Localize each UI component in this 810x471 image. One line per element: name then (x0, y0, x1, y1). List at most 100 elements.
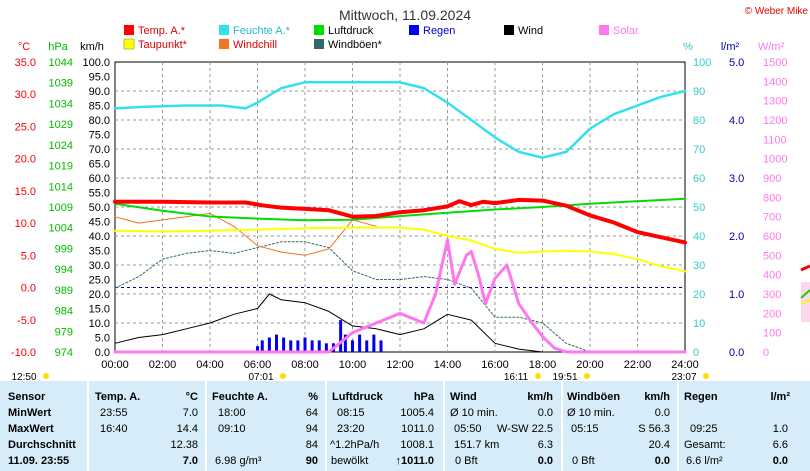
series-windchill-line (114, 212, 377, 256)
header-sensor: Sensor (8, 391, 46, 403)
pressure-value: 1011.0 (401, 423, 434, 435)
chart-title: Mittwoch, 11.09.2024 (339, 7, 471, 23)
header-wind-unit: km/h (527, 391, 553, 403)
wind-tick-label: 60.0 (89, 173, 110, 185)
wind-tick-label: 75.0 (89, 130, 110, 142)
x-tick-label: 18:00 (529, 359, 557, 371)
stats-header-row: Sensor Temp. A. °C Feuchte A. % Luftdruc… (0, 389, 810, 406)
pressure-tick-label: 974 (55, 347, 73, 359)
wind-tick-label: 100.0 (82, 57, 110, 69)
wind-tick-label: 5.0 (95, 333, 110, 345)
series-layer (113, 81, 687, 354)
series-solar-line (113, 238, 687, 354)
sun-icon (584, 373, 590, 379)
rain-bar (339, 320, 343, 352)
temp-tick-label: -5.0 (17, 315, 36, 327)
row-label: MaxWert (8, 423, 54, 435)
rain-tick-label: 4.0 (729, 115, 744, 127)
temp-tick-label: -10.0 (11, 347, 36, 359)
stats-row-current: 11.09. 23:55 7.0 6.98 g/m³ 90 bewölkt ↑1… (0, 453, 810, 470)
humidity-unit-label: % (683, 41, 693, 53)
rain-bar (324, 343, 328, 352)
temp-tick-label: 30.0 (15, 89, 36, 101)
header-gust: Windböen (567, 391, 621, 403)
temp-value: 12.38 (170, 439, 198, 451)
temp-tick-label: 15.0 (15, 186, 36, 198)
pressure-tick-label: 979 (55, 326, 73, 338)
x-tick-label: 06:00 (244, 359, 272, 371)
solar-tick-label: 400 (763, 270, 781, 282)
sun-icon (535, 373, 541, 379)
temp-time: 23:55 (100, 407, 128, 419)
wind-unit-label: km/h (80, 41, 104, 53)
legend-label: Temp. A.* (138, 25, 186, 37)
legend-label: Windchill (233, 39, 277, 51)
wind-time: Ø 10 min. (450, 407, 498, 419)
solar-tick-label: 1000 (763, 154, 787, 166)
solar-tick-label: 300 (763, 289, 781, 301)
abs-humidity: 6.98 g/m³ (215, 455, 262, 467)
x-tick-label: 04:00 (196, 359, 224, 371)
pressure-tick-label: 1009 (49, 202, 73, 214)
pressure-value: ↑1011.0 (395, 455, 434, 467)
x-tick-label: 24:00 (671, 359, 699, 371)
header-humidity-unit: % (308, 391, 318, 403)
wind-bft: 0 Bft (455, 455, 478, 467)
legend-swatch (504, 25, 514, 35)
series-temp-a-line (113, 197, 687, 245)
series-wind-line (114, 293, 686, 353)
wind-time: 05:50 (454, 423, 482, 435)
humidity-tick-label: 50 (693, 202, 705, 214)
humidity-tick-label: 30 (693, 260, 705, 272)
wind-tick-label: 55.0 (89, 188, 110, 200)
wind-tick-label: 20.0 (89, 289, 110, 301)
rain-value: 0.0 (772, 455, 788, 467)
sun-time-label: 23:07 (671, 372, 696, 381)
humidity-tick-label: 60 (693, 173, 705, 185)
wind-tick-label: 85.0 (89, 101, 110, 113)
rain-tick-label: 5.0 (729, 57, 744, 69)
gust-bft: 0 Bft (572, 455, 595, 467)
header-rain-unit: l/m² (770, 391, 790, 403)
solar-tick-label: 1100 (763, 134, 787, 146)
temp-time: 16:40 (100, 423, 128, 435)
weather-chart: Mittwoch, 11.09.2024 © Weber Mike Temp. … (11, 6, 810, 381)
pressure-tick-label: 1024 (49, 140, 73, 152)
humidity-tick-label: 100 (693, 57, 711, 69)
gust-value: 0.0 (654, 407, 670, 419)
solar-tick-label: 1200 (763, 115, 787, 127)
legend-label: Feuchte A.* (233, 25, 291, 37)
pressure-value: 1008.1 (400, 439, 434, 451)
solar-tick-label: 200 (763, 308, 781, 320)
series-taupunkt-line (114, 226, 686, 273)
header-rain: Regen (684, 391, 718, 403)
x-tick-label: 08:00 (291, 359, 319, 371)
wind-tick-label: 25.0 (89, 275, 110, 287)
stats-row-min: MinWert 23:55 7.0 18:00 64 08:15 1005.4 … (0, 405, 810, 422)
temp-tick-label: 20.0 (15, 154, 36, 166)
wind-tick-label: 90.0 (89, 86, 110, 98)
humidity-time: 18:00 (218, 407, 246, 419)
wind-tick-label: 80.0 (89, 115, 110, 127)
humidity-tick-label: 0 (693, 347, 699, 359)
pressure-trend: ^1.2hPa/h (330, 439, 380, 451)
solar-tick-label: 700 (763, 212, 781, 224)
gust-time: 05:15 (571, 423, 599, 435)
stats-row-avg: Durchschnitt 12.38 84 ^1.2hPa/h 1008.1 1… (0, 437, 810, 454)
temp-unit-label: °C (18, 41, 30, 53)
x-tick-label: 02:00 (149, 359, 177, 371)
axis-units: °C hPa km/h% l/m² W/m² (18, 41, 785, 53)
pressure-tick-label: 1039 (49, 78, 73, 90)
rain-bar (260, 340, 264, 352)
humidity-tick-label: 20 (693, 289, 705, 301)
wind-tick-label: 30.0 (89, 260, 110, 272)
wind-distance: 151.7 km (454, 439, 500, 451)
rain-value: 6.6 (772, 439, 788, 451)
pressure-tick-label: 994 (55, 264, 73, 276)
rain-bar (351, 340, 354, 352)
humidity-value: 84 (305, 439, 318, 451)
legend-label: Wind (518, 25, 543, 37)
series-luftdruck-line (114, 197, 686, 222)
temp-value: 14.4 (176, 423, 198, 435)
gust-direction: S 56.3 (638, 423, 670, 435)
